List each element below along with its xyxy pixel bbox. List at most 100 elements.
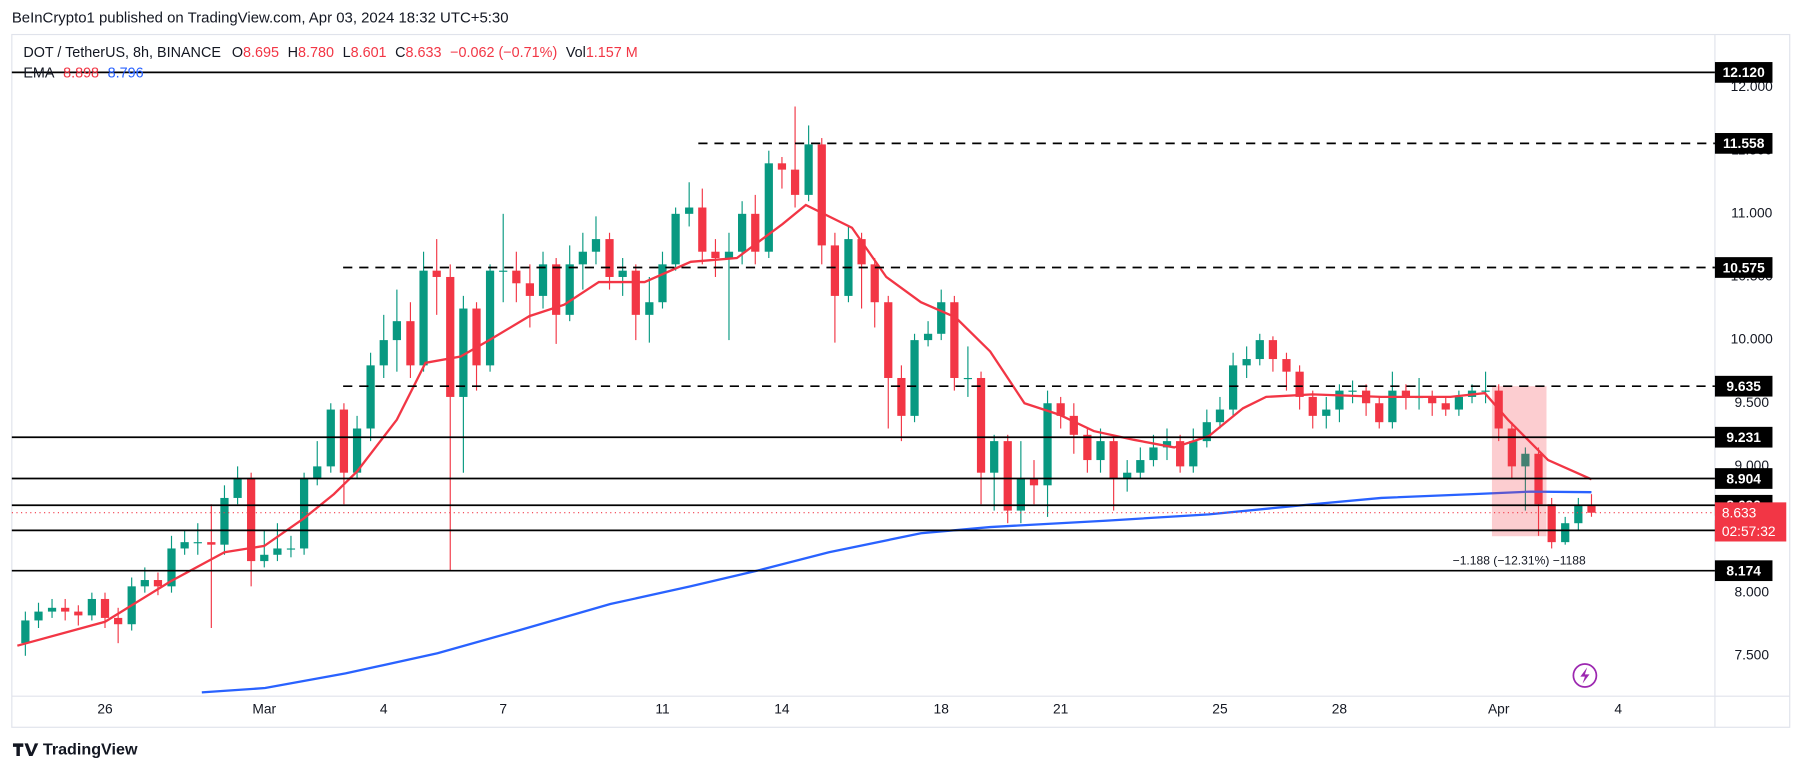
- ema-line: [201, 490, 1592, 694]
- candle-body: [114, 617, 123, 625]
- candle-body: [1375, 403, 1384, 423]
- ema-legend: EMA 8.898 8.796: [23, 65, 143, 81]
- candle-body: [525, 283, 534, 296]
- ohlc-value: 8.780: [298, 45, 334, 61]
- ohlc-key: C: [395, 45, 405, 61]
- candle-body: [1388, 390, 1397, 423]
- candle-body: [34, 611, 43, 621]
- ema-value: 8.898: [63, 65, 99, 81]
- level-label: 8.174: [1726, 563, 1761, 578]
- candle-body: [990, 441, 999, 473]
- candle-body: [950, 302, 959, 378]
- countdown: 02:57:32: [1722, 524, 1776, 539]
- ohlc-value: 8.695: [243, 45, 279, 61]
- candle-body: [578, 251, 587, 265]
- candle-body: [459, 308, 468, 397]
- candle-body: [1454, 396, 1463, 410]
- candle-body: [857, 239, 866, 265]
- candle-body: [1242, 359, 1251, 366]
- candle-body: [1348, 390, 1357, 392]
- candle-body: [1268, 340, 1278, 360]
- candle-body: [1295, 371, 1304, 397]
- candle-body: [764, 163, 773, 252]
- candle-body: [698, 207, 707, 252]
- candle-body: [1029, 479, 1039, 486]
- candle-body: [1149, 447, 1158, 461]
- range-label: −1.188 (−12.31%) −1188: [1453, 554, 1586, 568]
- candle-body: [74, 611, 83, 616]
- volume-key: Vol: [566, 45, 586, 61]
- candle-body: [565, 264, 574, 315]
- x-tick-label: Apr: [1488, 702, 1510, 717]
- volume-value: 1.157 M: [586, 45, 638, 61]
- level-label-box: [1714, 257, 1773, 278]
- candle-body: [1228, 365, 1238, 410]
- candle-body: [1083, 434, 1092, 461]
- level-label: 9.635: [1726, 379, 1761, 394]
- candle-body: [446, 276, 455, 397]
- x-tick-label: 26: [97, 702, 113, 717]
- candle-body: [352, 428, 362, 473]
- level-label: 8.904: [1726, 471, 1761, 486]
- candle-body: [499, 270, 508, 272]
- candle-body: [897, 377, 906, 416]
- x-tick-label: 21: [1053, 702, 1068, 717]
- candle-body: [180, 542, 189, 549]
- candle-body: [1401, 390, 1411, 397]
- level-label: 9.231: [1726, 430, 1761, 445]
- candle-body: [870, 264, 879, 303]
- candle-body: [1016, 479, 1025, 511]
- x-tick-label: 18: [934, 702, 950, 717]
- candle-body: [631, 270, 640, 315]
- ema-key: EMA: [23, 65, 55, 81]
- range-box: [1491, 386, 1547, 537]
- candle-body: [100, 598, 110, 618]
- y-tick-label: 10.000: [1731, 332, 1774, 347]
- level-label: 12.120: [1723, 65, 1766, 80]
- ohlc-value: 8.633: [406, 45, 442, 61]
- candle-body: [1189, 441, 1198, 467]
- candle-body: [937, 302, 946, 334]
- candle-body: [1176, 441, 1185, 467]
- candle-body: [167, 548, 176, 587]
- level-label-box: [1714, 560, 1773, 582]
- candle-body: [777, 163, 787, 170]
- candle-body: [21, 620, 30, 644]
- footer-brand: TradingView: [43, 741, 138, 759]
- candle-body: [538, 264, 548, 296]
- candle-body: [618, 270, 627, 277]
- alert-icon[interactable]: [1572, 663, 1598, 688]
- change: −0.062 (−0.71%): [450, 45, 557, 61]
- candle-body: [1507, 428, 1516, 467]
- candle-body: [658, 264, 667, 303]
- candle-body: [419, 270, 428, 366]
- candle-body: [552, 264, 561, 315]
- candle-body: [392, 321, 401, 341]
- candle-body: [366, 365, 375, 429]
- candle-body: [1587, 504, 1596, 513]
- level-label: 11.558: [1723, 136, 1765, 151]
- candle-body: [61, 607, 70, 612]
- ohlc-key: H: [288, 45, 298, 61]
- ema-line: [17, 203, 1592, 647]
- candle-body: [1521, 453, 1530, 467]
- candle-body: [830, 245, 840, 296]
- candle-body: [591, 239, 601, 252]
- x-tick-label: 7: [499, 702, 507, 717]
- candle-body: [299, 479, 309, 549]
- candle-body: [260, 554, 269, 562]
- candle-body: [273, 548, 282, 555]
- legend: DOT / TetherUS, 8h, BINANCE O8.695 H8.78…: [23, 45, 637, 61]
- candle-body: [738, 213, 747, 252]
- candle-body: [140, 580, 149, 587]
- x-tick-label: Mar: [252, 702, 276, 717]
- candle-body: [1428, 396, 1437, 404]
- level-label-box: [1714, 426, 1773, 448]
- candle-body: [1123, 472, 1132, 480]
- candle-body: [963, 377, 973, 380]
- candle-body: [711, 251, 720, 259]
- candle-body: [605, 239, 614, 277]
- candle-body: [233, 479, 242, 498]
